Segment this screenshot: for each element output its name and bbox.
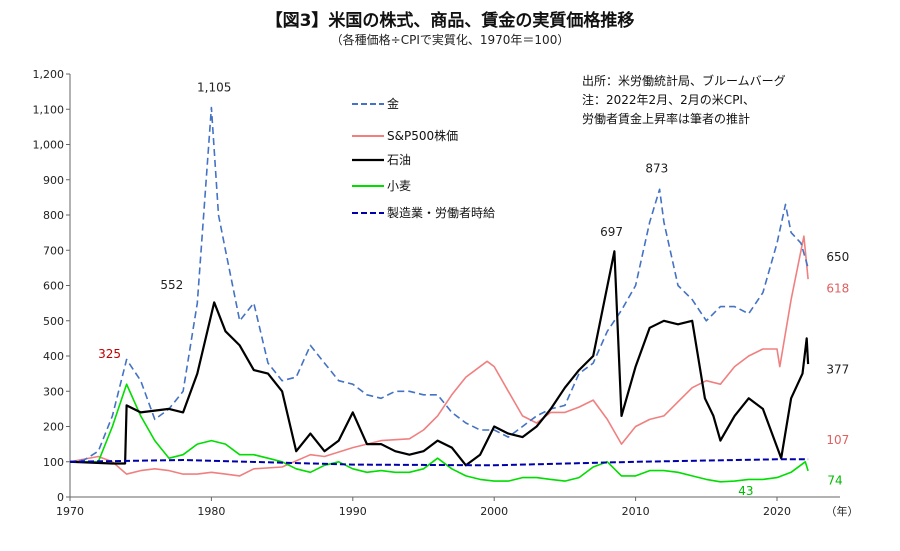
data-label: 873	[645, 162, 668, 176]
legend-label: 製造業・労働者時給	[387, 206, 495, 220]
data-label: 377	[826, 363, 849, 377]
y-tick-label: 900	[43, 174, 64, 187]
data-label: 650	[826, 250, 849, 264]
series-line-4	[69, 458, 809, 467]
x-tick-label: 2000	[480, 505, 508, 518]
x-tick-label: 2010	[622, 505, 650, 518]
y-tick-label: 200	[43, 421, 64, 434]
data-label: 107	[826, 433, 849, 447]
chart-title: 【図3】米国の株式、商品、賃金の実質価格推移	[265, 11, 635, 31]
y-tick-label: 100	[43, 456, 64, 469]
data-label: 697	[600, 225, 623, 239]
series-line-3	[70, 383, 809, 483]
x-tick-label: 1980	[197, 505, 225, 518]
data-label: 325	[98, 347, 121, 361]
legend-label: 小麦	[387, 179, 411, 193]
chart-subtitle: （各種価格÷CPIで実質化、1970年＝100）	[330, 33, 570, 47]
data-label: 43	[738, 484, 753, 498]
data-label: 618	[826, 282, 849, 296]
y-tick-label: 300	[43, 385, 64, 398]
legend-label: 石油	[387, 153, 411, 167]
data-label: 1,105	[197, 81, 231, 95]
y-tick-label: 1,000	[33, 139, 65, 152]
data-label: 552	[160, 278, 183, 292]
y-tick-label: 0	[57, 491, 64, 504]
x-tick-label: 2020	[763, 505, 791, 518]
y-tick-label: 500	[43, 315, 64, 328]
legend-label: 金	[387, 96, 399, 111]
y-tick-label: 800	[43, 209, 64, 222]
series-line-0	[69, 106, 809, 463]
y-tick-label: 600	[43, 280, 64, 293]
series-line-1	[69, 235, 809, 477]
data-label: 74	[827, 474, 842, 488]
x-tick-label: 1990	[339, 505, 367, 518]
y-tick-label: 400	[43, 350, 64, 363]
y-tick-label: 700	[43, 244, 64, 257]
y-tick-label: 1,200	[33, 68, 65, 81]
series-line-2	[69, 250, 810, 467]
source-line: 注：2022年2月、2月の米CPI、	[582, 93, 755, 107]
source-line: 労働者賃金上昇率は筆者の推計	[582, 112, 751, 126]
x-axis-label: （年）	[826, 504, 859, 518]
source-line: 出所：米労働統計局、ブルームバーグ	[582, 74, 786, 88]
source-note: 出所：米労働統計局、ブルームバーグ 注：2022年2月、2月の米CPI、 労働者…	[582, 72, 786, 129]
x-tick-label: 1970	[56, 505, 84, 518]
legend-label: S&P500株価	[387, 128, 458, 143]
y-tick-label: 1,100	[33, 103, 65, 116]
